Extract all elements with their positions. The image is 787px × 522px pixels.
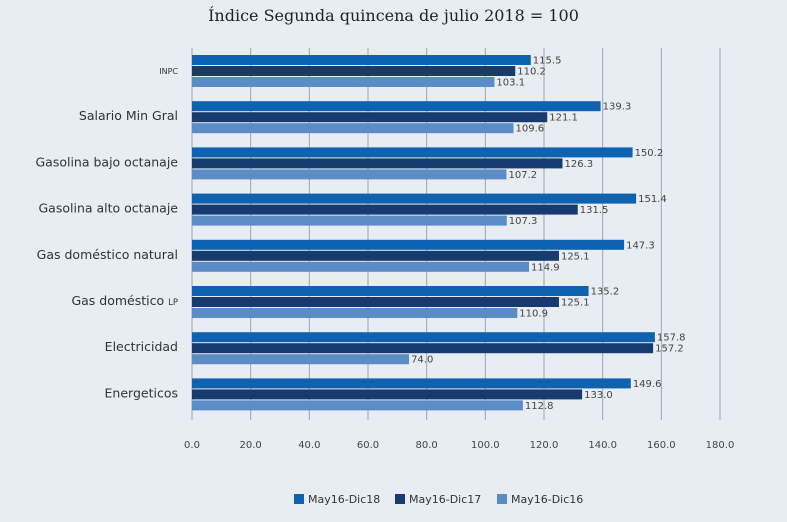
- bar: [192, 193, 637, 204]
- data-label: 150.2: [635, 148, 664, 159]
- x-tick-label: 80.0: [416, 440, 438, 451]
- bar: [192, 147, 633, 158]
- data-label: 151.4: [638, 194, 667, 205]
- data-label: 147.3: [626, 240, 655, 251]
- data-label: 133.0: [584, 390, 613, 401]
- bar: [192, 158, 563, 169]
- category-label: Gas doméstico natural: [37, 247, 178, 262]
- data-label: 126.3: [564, 159, 593, 170]
- bar: [192, 400, 523, 411]
- legend-swatch: [294, 494, 304, 504]
- data-label: 114.9: [531, 262, 560, 273]
- x-tick-label: 180.0: [706, 440, 735, 451]
- bar: [192, 250, 559, 261]
- bar: [192, 378, 631, 389]
- category-label: Salario Min Gral: [79, 108, 178, 123]
- legend-swatch: [497, 494, 507, 504]
- x-tick-label: 160.0: [647, 440, 676, 451]
- x-tick-label: 40.0: [298, 440, 320, 451]
- category-label: INPC: [159, 67, 178, 76]
- bar: [192, 77, 495, 87]
- x-tick-label: 100.0: [471, 440, 500, 451]
- bar: [192, 66, 516, 76]
- data-label: 149.6: [633, 379, 662, 390]
- chart-title: Índice Segunda quincena de julio 2018 = …: [208, 6, 579, 25]
- category-label: Gas doméstico LP: [71, 293, 178, 308]
- data-label: 131.5: [580, 205, 609, 216]
- data-label: 109.6: [515, 124, 544, 135]
- bar: [192, 308, 518, 318]
- x-tick-label: 0.0: [184, 440, 200, 451]
- x-tick-label: 140.0: [588, 440, 617, 451]
- legend-label: May16-Dic17: [409, 493, 481, 506]
- bar: [192, 389, 583, 400]
- data-label: 139.3: [603, 102, 632, 113]
- bar: [192, 354, 410, 365]
- data-label: 115.5: [533, 56, 562, 67]
- bar: [192, 286, 589, 296]
- bar: [192, 343, 654, 354]
- bar: [192, 332, 655, 343]
- category-label: Gasolina alto octanaje: [39, 201, 179, 216]
- bar: [192, 123, 514, 134]
- x-tick-label: 120.0: [530, 440, 559, 451]
- data-label: 103.1: [496, 78, 525, 89]
- legend-label: May16-Dic16: [511, 493, 583, 506]
- bar: [192, 297, 559, 307]
- legend-swatch: [395, 494, 405, 504]
- category-label: Energeticos: [105, 385, 178, 400]
- data-label: 107.3: [509, 216, 538, 227]
- data-label: 110.9: [519, 309, 548, 320]
- bar: [192, 55, 531, 65]
- bar: [192, 204, 578, 215]
- bar: [192, 101, 601, 112]
- category-label: Gasolina bajo octanaje: [35, 154, 178, 169]
- x-tick-label: 60.0: [357, 440, 379, 451]
- legend-label: May16-Dic18: [308, 493, 380, 506]
- bar: [192, 239, 625, 250]
- data-label: 110.2: [517, 67, 546, 78]
- category-label: Electricidad: [105, 339, 178, 354]
- bar: [192, 112, 548, 123]
- data-label: 157.2: [655, 344, 684, 355]
- data-label: 107.2: [508, 170, 537, 181]
- bar: [192, 215, 507, 226]
- data-label: 125.1: [561, 251, 590, 262]
- bar: [192, 169, 507, 180]
- data-label: 157.8: [657, 333, 686, 344]
- data-label: 125.1: [561, 298, 590, 309]
- x-tick-label: 20.0: [240, 440, 262, 451]
- data-label: 112.8: [525, 401, 554, 412]
- data-label: 121.1: [549, 113, 578, 124]
- bar: [192, 261, 530, 272]
- data-label: 135.2: [591, 287, 620, 298]
- data-label: 74.0: [411, 355, 433, 366]
